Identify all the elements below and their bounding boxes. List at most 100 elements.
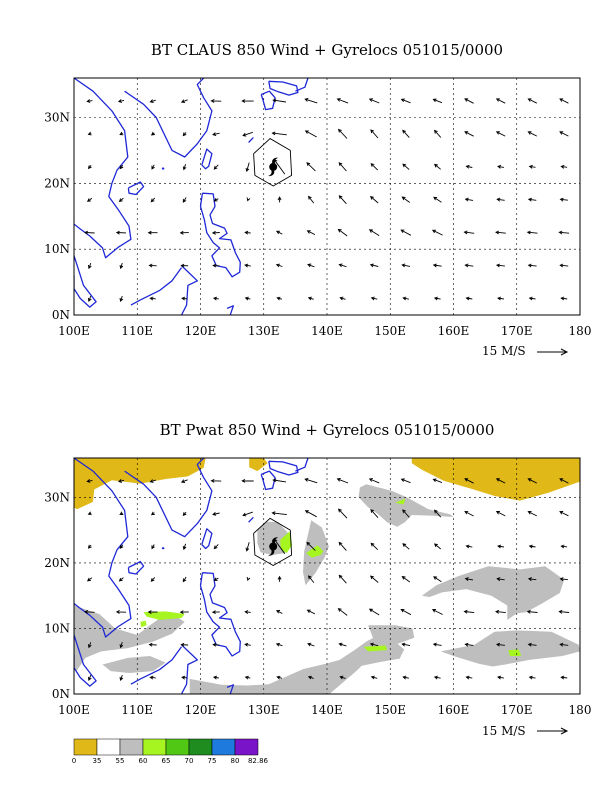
wind-vector: [369, 195, 379, 204]
pwat-region-60: [306, 545, 324, 558]
pwat-region-60: [395, 498, 406, 505]
wind-vector: [150, 131, 155, 136]
wind-vector: [275, 263, 283, 268]
wind-vector: [149, 675, 156, 680]
wind-vector: [246, 576, 251, 581]
panel-1-plot-area: [74, 78, 580, 315]
wind-vector: [181, 675, 188, 680]
panel-2-frame: [73, 457, 581, 695]
wind-vector: [527, 511, 538, 517]
coastline: [201, 148, 213, 170]
colorbar-level-label: 0: [72, 757, 76, 765]
tropical-cyclone-icon: [268, 157, 279, 177]
wind-vector: [241, 479, 254, 483]
wind-vector: [242, 131, 253, 137]
coastline: [201, 528, 213, 550]
wind-vector: [464, 642, 474, 647]
wind-vector: [433, 196, 442, 203]
wind-vector: [180, 99, 188, 104]
wind-vector: [464, 98, 474, 104]
wind-vector: [241, 99, 254, 103]
pwat-colorbar: 0 35 55 60 65 70 75 80 82.86: [72, 738, 269, 765]
wind-vector: [560, 296, 568, 301]
wind-vector: [495, 511, 506, 517]
wind-vector: [433, 163, 441, 170]
wind-vector: [369, 575, 379, 583]
coastline: [74, 78, 132, 259]
wind-vector: [182, 511, 187, 517]
wind-vector: [528, 675, 536, 680]
coastline: [130, 646, 183, 685]
wind-vector: [119, 642, 124, 649]
wind-vector: [431, 609, 443, 615]
x-tick-label: 100E: [58, 703, 90, 717]
wind-vector: [370, 129, 379, 139]
wind-vector: [179, 230, 189, 235]
coastline: [161, 546, 165, 550]
pwat-region-35: [411, 458, 580, 501]
wind-vector: [337, 228, 348, 237]
wind-vector: [495, 230, 506, 235]
wind-vector: [559, 197, 568, 202]
wind-vector: [244, 642, 251, 647]
wind-vector: [338, 541, 347, 551]
wind-vector: [402, 675, 409, 680]
colorbar-level-label: 35: [93, 757, 102, 765]
wind-vector: [275, 642, 283, 647]
wind-vector: [84, 609, 95, 614]
wind-vector: [558, 230, 570, 235]
wind-vector: [527, 577, 537, 582]
wind-vector: [370, 542, 379, 551]
wind-vector: [339, 296, 346, 301]
wind-vector: [526, 609, 538, 614]
wind-vector: [401, 642, 411, 647]
x-tick-label: 180: [569, 324, 592, 338]
wind-vector: [465, 164, 473, 169]
wind-vector: [211, 610, 220, 615]
wind-vector: [306, 230, 316, 236]
wind-vector: [179, 610, 189, 615]
wind-vector: [242, 511, 253, 517]
colorbar-level-label: 60: [139, 757, 148, 765]
grid-lines: [74, 78, 580, 315]
wind-vector: [528, 544, 536, 549]
x-tick-label: 130E: [248, 703, 280, 717]
wind-vector: [559, 642, 569, 647]
wind-vector: [400, 608, 412, 616]
wind-vector: [527, 197, 537, 202]
wind-vector: [306, 541, 316, 551]
pwat-region-60: [363, 645, 388, 652]
wind-vector: [84, 230, 95, 235]
wind-vector: [308, 195, 315, 204]
wind-vector: [368, 478, 380, 484]
wind-vector: [527, 263, 537, 268]
x-tick-label: 170E: [501, 703, 533, 717]
wind-vector: [245, 542, 250, 552]
x-tick-label: 100E: [58, 324, 90, 338]
panel-1-axis-ticks: 100E 110E 120E 130E 140E 150E 160E 170E 180 0N 10N…: [44, 111, 591, 339]
wind-vector: [210, 99, 222, 103]
x-tick-label: 180: [569, 703, 592, 717]
gyre-location: [253, 138, 293, 187]
wind-vector: [210, 478, 222, 483]
x-tick-label: 110E: [121, 703, 153, 717]
wind-vector: [147, 610, 158, 614]
wind-vector: [559, 478, 569, 484]
colorbar-level-label: 82.86: [248, 757, 269, 765]
wind-vector: [244, 610, 251, 614]
wind-vector: [272, 98, 287, 103]
wind-vector: [87, 295, 92, 302]
wind-vectors: [84, 478, 570, 681]
wind-vector: [147, 230, 158, 235]
wind-vector: [465, 296, 473, 301]
coastline: [268, 460, 299, 476]
wind-vectors: [84, 98, 570, 302]
x-tick-label: 150E: [374, 324, 406, 338]
tropical-cyclone-icon: [268, 537, 279, 556]
wind-vector: [369, 263, 379, 268]
wind-vector: [465, 544, 473, 549]
wind-vector: [337, 508, 348, 519]
wind-vector: [150, 511, 155, 516]
wind-vector: [182, 132, 187, 137]
